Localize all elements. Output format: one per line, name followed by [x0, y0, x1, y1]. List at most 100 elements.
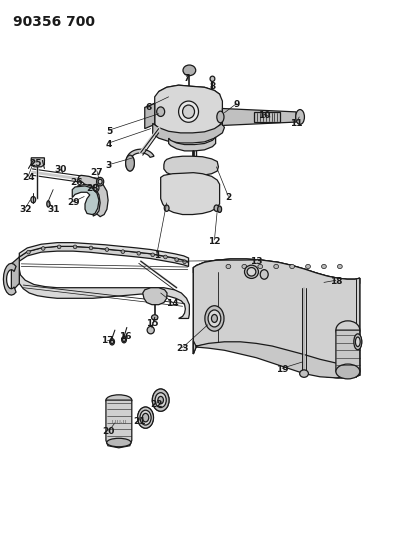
- Polygon shape: [76, 184, 100, 216]
- Ellipse shape: [157, 107, 165, 116]
- Text: 18: 18: [330, 277, 342, 286]
- Polygon shape: [106, 400, 132, 448]
- Ellipse shape: [296, 110, 304, 124]
- Text: 28: 28: [86, 183, 98, 192]
- Polygon shape: [161, 173, 220, 215]
- Ellipse shape: [93, 184, 99, 192]
- Text: 14: 14: [166, 299, 179, 308]
- Polygon shape: [193, 259, 360, 378]
- Ellipse shape: [73, 245, 77, 249]
- Ellipse shape: [214, 205, 219, 212]
- Text: 23: 23: [176, 344, 189, 353]
- Ellipse shape: [211, 314, 217, 322]
- Ellipse shape: [107, 438, 131, 447]
- Text: 7: 7: [183, 74, 190, 83]
- Ellipse shape: [247, 268, 256, 276]
- Text: 26: 26: [70, 178, 83, 187]
- Ellipse shape: [178, 101, 198, 122]
- Text: 5: 5: [106, 127, 112, 136]
- Ellipse shape: [105, 248, 109, 252]
- Ellipse shape: [111, 340, 113, 344]
- Ellipse shape: [245, 265, 258, 278]
- Ellipse shape: [322, 264, 326, 269]
- Ellipse shape: [164, 255, 167, 259]
- Text: 17: 17: [101, 336, 113, 345]
- Ellipse shape: [140, 410, 151, 425]
- Ellipse shape: [205, 306, 224, 331]
- Polygon shape: [19, 243, 188, 262]
- Ellipse shape: [31, 197, 36, 203]
- Text: 11: 11: [290, 119, 302, 128]
- Polygon shape: [31, 158, 45, 167]
- Ellipse shape: [260, 270, 268, 279]
- Polygon shape: [78, 175, 108, 216]
- Text: 22: 22: [150, 400, 163, 409]
- Ellipse shape: [152, 389, 169, 411]
- Text: 4: 4: [106, 140, 112, 149]
- Text: 31: 31: [47, 205, 59, 214]
- Ellipse shape: [121, 250, 125, 254]
- Ellipse shape: [151, 253, 154, 257]
- Polygon shape: [193, 341, 360, 378]
- Polygon shape: [193, 259, 360, 285]
- Ellipse shape: [306, 264, 310, 269]
- Text: 15: 15: [146, 319, 159, 328]
- Ellipse shape: [126, 155, 134, 171]
- Ellipse shape: [338, 264, 342, 269]
- Ellipse shape: [259, 272, 269, 280]
- Ellipse shape: [122, 336, 126, 343]
- Ellipse shape: [226, 264, 231, 269]
- Text: 9: 9: [233, 100, 239, 109]
- Polygon shape: [3, 263, 16, 295]
- Polygon shape: [159, 85, 220, 103]
- Ellipse shape: [182, 105, 194, 118]
- Polygon shape: [127, 149, 154, 163]
- Bar: [254, 112, 280, 122]
- Ellipse shape: [183, 260, 186, 264]
- Ellipse shape: [138, 407, 154, 428]
- Polygon shape: [145, 103, 155, 128]
- Polygon shape: [223, 109, 296, 125]
- Ellipse shape: [354, 334, 362, 350]
- Polygon shape: [169, 137, 216, 151]
- Polygon shape: [72, 186, 99, 215]
- Ellipse shape: [274, 264, 279, 269]
- Text: 90356 700: 90356 700: [13, 14, 95, 29]
- Ellipse shape: [290, 264, 294, 269]
- Text: 19: 19: [276, 366, 288, 374]
- Ellipse shape: [355, 337, 360, 346]
- Polygon shape: [19, 261, 189, 318]
- Ellipse shape: [164, 205, 169, 212]
- Text: 16: 16: [119, 332, 131, 341]
- Ellipse shape: [155, 393, 166, 408]
- Polygon shape: [193, 259, 360, 378]
- Polygon shape: [164, 156, 219, 176]
- Ellipse shape: [41, 247, 45, 251]
- Polygon shape: [336, 330, 360, 377]
- Ellipse shape: [27, 251, 30, 254]
- Ellipse shape: [217, 111, 224, 123]
- Ellipse shape: [300, 370, 308, 377]
- Ellipse shape: [208, 310, 221, 327]
- Polygon shape: [155, 85, 223, 134]
- Text: 8: 8: [209, 82, 216, 91]
- Text: 6: 6: [146, 103, 152, 112]
- Text: 10: 10: [258, 111, 270, 120]
- Ellipse shape: [57, 245, 61, 249]
- Ellipse shape: [175, 258, 178, 262]
- Ellipse shape: [319, 277, 331, 288]
- Text: 27: 27: [91, 167, 103, 176]
- Ellipse shape: [123, 338, 126, 342]
- Text: 1: 1: [154, 252, 160, 261]
- Polygon shape: [153, 123, 225, 143]
- Ellipse shape: [106, 395, 132, 406]
- Ellipse shape: [158, 397, 164, 404]
- Ellipse shape: [320, 277, 329, 284]
- Polygon shape: [19, 246, 188, 266]
- Ellipse shape: [242, 264, 247, 269]
- Ellipse shape: [256, 269, 272, 282]
- Ellipse shape: [97, 177, 104, 186]
- Ellipse shape: [336, 364, 360, 379]
- Ellipse shape: [258, 264, 263, 269]
- Text: 2: 2: [225, 193, 231, 202]
